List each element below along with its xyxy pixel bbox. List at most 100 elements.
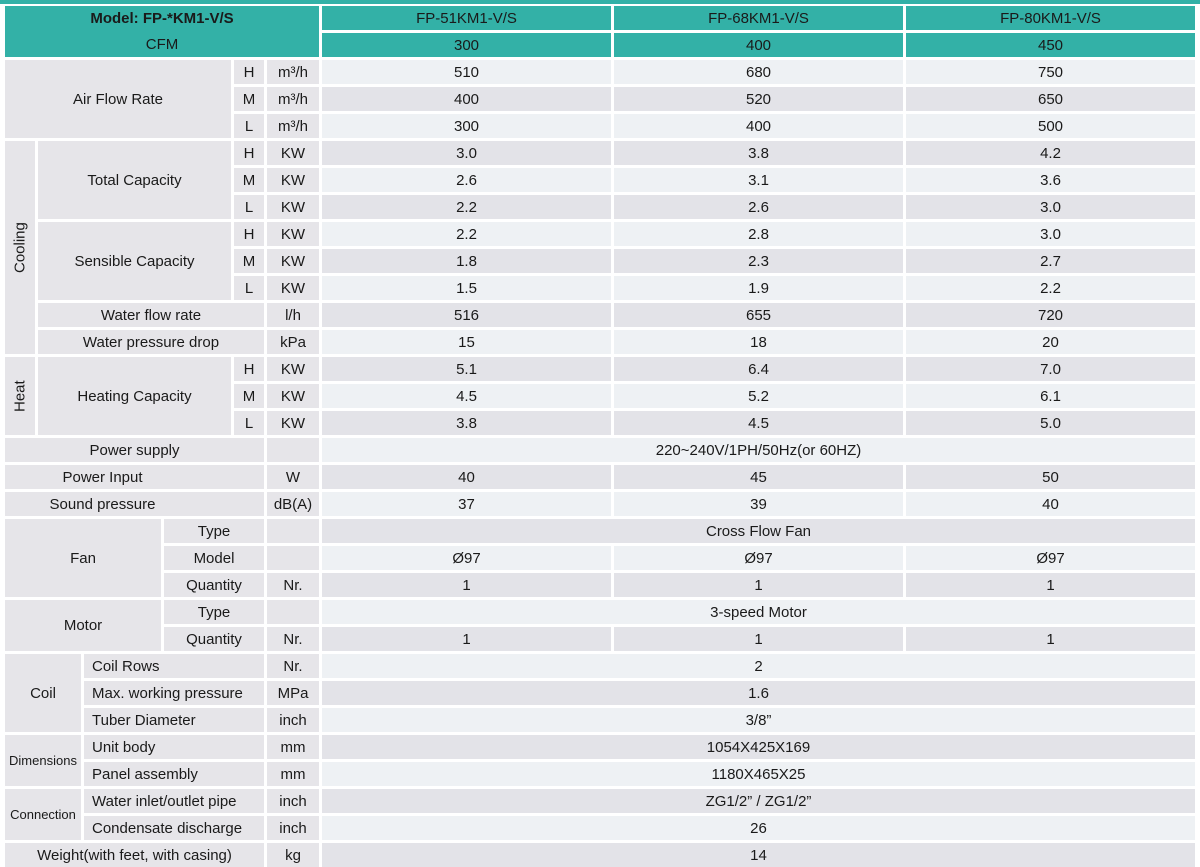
airflow-label: Air Flow Rate [5,60,231,138]
unit-w: W [267,465,319,489]
total-m-value-3: 3.6 [906,168,1195,192]
fan-type-value: Cross Flow Fan [322,519,1195,543]
unit-nr: Nr. [267,573,319,597]
fan-group-label: Fan [5,519,161,597]
dimensions-group-label: Dimensions [5,735,81,786]
airflow-m-value-3: 650 [906,87,1195,111]
water-inlet-outlet-label: Water inlet/outlet pipe [84,789,264,813]
water-inlet-outlet-value: ZG1/2” / ZG1/2” [322,789,1195,813]
top-accent-strip [0,0,1200,4]
heat-group-label: Heat [5,357,35,435]
total-capacity-label: Total Capacity [38,141,231,219]
tuber-diameter-value: 3/8” [322,708,1195,732]
fan-model-value-1: Ø97 [322,546,611,570]
motor-type-label: Type [164,600,264,624]
fan-quantity-value-2: 1 [614,573,903,597]
sensible-capacity-label: Sensible Capacity [38,222,231,300]
unit-body-label: Unit body [84,735,264,759]
weight-label: Weight(with feet, with casing) [5,843,264,867]
weight-value: 14 [322,843,1195,867]
speed-label-l: L [234,114,264,138]
max-working-pressure-value: 1.6 [322,681,1195,705]
unit-kpa: kPa [267,330,319,354]
unit-kw: KW [267,222,319,246]
unit-inch: inch [267,789,319,813]
water-drop-value-2: 18 [614,330,903,354]
airflow-h-value-1: 510 [322,60,611,84]
fan-quantity-value-1: 1 [322,573,611,597]
model-header: Model: FP-*KM1-V/S [90,10,234,28]
total-l-value-3: 3.0 [906,195,1195,219]
heating-m-value-3: 6.1 [906,384,1195,408]
unit-m3h: m³/h [267,60,319,84]
heating-h-value-2: 6.4 [614,357,903,381]
unit-kg: kg [267,843,319,867]
motor-quantity-label: Quantity [164,627,264,651]
power-input-value-2: 45 [614,465,903,489]
sensible-h-value-2: 2.8 [614,222,903,246]
power-supply-value: 220~240V/1PH/50Hz(or 60HZ) [322,438,1195,462]
coil-rows-value: 2 [322,654,1195,678]
total-m-value-2: 3.1 [614,168,903,192]
unit-kw: KW [267,141,319,165]
unit-cell-empty [267,438,319,462]
spec-table: Model: FP-*KM1-V/S CFM FP-51KM1-V/S FP-6… [5,6,1195,867]
unit-cell-empty [267,546,319,570]
unit-kw: KW [267,384,319,408]
speed-label-m: M [234,384,264,408]
heating-l-value-3: 5.0 [906,411,1195,435]
total-h-value-3: 4.2 [906,141,1195,165]
speed-label-h: H [234,141,264,165]
unit-nr: Nr. [267,654,319,678]
total-l-value-2: 2.6 [614,195,903,219]
model-cfm-header-block: Model: FP-*KM1-V/S CFM [5,6,319,57]
cooling-group-label: Cooling [5,141,35,354]
unit-dba: dB(A) [267,492,319,516]
unit-nr: Nr. [267,627,319,651]
model-col-header-3: FP-80KM1-V/S [906,6,1195,30]
motor-quantity-value-3: 1 [906,627,1195,651]
power-input-label: Power Input [5,465,264,489]
speed-label-m: M [234,87,264,111]
airflow-h-value-3: 750 [906,60,1195,84]
unit-mpa: MPa [267,681,319,705]
speed-label-h: H [234,222,264,246]
heating-m-value-1: 4.5 [322,384,611,408]
sensible-h-value-3: 3.0 [906,222,1195,246]
connection-group-label: Connection [5,789,81,840]
fan-quantity-label: Quantity [164,573,264,597]
sound-pressure-label: Sound pressure [5,492,264,516]
total-l-value-1: 2.2 [322,195,611,219]
unit-kw: KW [267,276,319,300]
total-h-value-2: 3.8 [614,141,903,165]
water-flow-value-1: 516 [322,303,611,327]
total-m-value-1: 2.6 [322,168,611,192]
motor-quantity-value-2: 1 [614,627,903,651]
condensate-discharge-label: Condensate discharge [84,816,264,840]
sound-pressure-value-1: 37 [322,492,611,516]
unit-cell-empty [267,519,319,543]
total-h-value-1: 3.0 [322,141,611,165]
water-flow-rate-label: Water flow rate [38,303,264,327]
max-working-pressure-label: Max. working pressure [84,681,264,705]
heating-l-value-2: 4.5 [614,411,903,435]
coil-rows-label: Coil Rows [84,654,264,678]
sound-pressure-value-2: 39 [614,492,903,516]
sensible-l-value-2: 1.9 [614,276,903,300]
unit-kw: KW [267,249,319,273]
tuber-diameter-label: Tuber Diameter [84,708,264,732]
sensible-l-value-1: 1.5 [322,276,611,300]
speed-label-h: H [234,357,264,381]
sensible-m-value-2: 2.3 [614,249,903,273]
cfm-value-3: 450 [906,33,1195,57]
unit-inch: inch [267,708,319,732]
unit-body-value: 1054X425X169 [322,735,1195,759]
model-col-header-2: FP-68KM1-V/S [614,6,903,30]
sensible-m-value-3: 2.7 [906,249,1195,273]
fan-model-value-2: Ø97 [614,546,903,570]
motor-type-value: 3-speed Motor [322,600,1195,624]
water-flow-value-2: 655 [614,303,903,327]
heating-capacity-label: Heating Capacity [38,357,231,435]
airflow-m-value-1: 400 [322,87,611,111]
speed-label-m: M [234,168,264,192]
